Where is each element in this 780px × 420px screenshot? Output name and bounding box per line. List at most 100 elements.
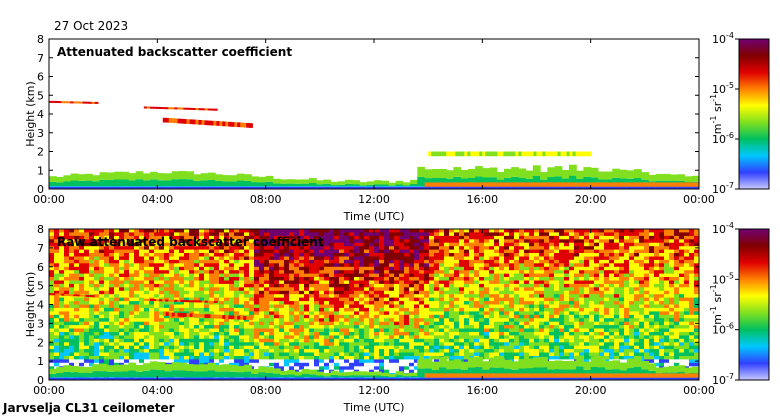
noise-cell <box>49 297 55 302</box>
noise-cell <box>489 314 495 319</box>
noise-cell <box>534 290 540 295</box>
noise-cell <box>299 349 305 354</box>
noise-cell <box>449 290 455 295</box>
noise-cell <box>294 263 300 268</box>
noise-cell <box>59 232 65 237</box>
noise-cell <box>419 256 425 261</box>
noise-cell <box>344 273 350 278</box>
noise-cell <box>544 321 550 326</box>
aerosol-cell <box>345 184 353 187</box>
elevated-layer-cell <box>207 108 212 111</box>
noise-cell <box>239 270 245 275</box>
noise-cell <box>159 256 165 261</box>
noise-cell <box>419 259 425 264</box>
noise-cell <box>64 283 70 288</box>
noise-cell <box>319 290 325 295</box>
noise-cell <box>529 352 535 357</box>
noise-cell <box>509 328 515 333</box>
noise-cell <box>354 273 360 278</box>
noise-cell <box>439 259 445 264</box>
noise-cell <box>299 266 305 271</box>
noise-cell <box>409 242 415 247</box>
noise-cell <box>344 338 350 343</box>
noise-cell <box>339 366 345 371</box>
noise-cell <box>89 273 95 278</box>
noise-cell <box>224 301 230 306</box>
noise-cell <box>409 349 415 354</box>
noise-cell <box>274 338 280 343</box>
ground-cell <box>417 186 426 189</box>
aerosol-cell <box>561 182 570 188</box>
noise-cell <box>99 356 105 360</box>
noise-cell <box>324 259 330 264</box>
noise-cell <box>189 352 195 357</box>
noise-cell <box>254 304 260 309</box>
ground-cell <box>229 186 238 189</box>
noise-cell <box>334 345 340 350</box>
noise-cell <box>239 239 245 244</box>
noise-cell <box>364 338 370 343</box>
noise-cell <box>129 263 135 268</box>
noise-cell <box>529 314 535 319</box>
noise-cell <box>149 259 155 264</box>
noise-cell <box>509 280 515 285</box>
noise-cell <box>459 287 465 292</box>
noise-cell <box>409 290 415 295</box>
noise-cell <box>534 287 540 292</box>
noise-cell <box>369 332 375 336</box>
noise-cell <box>334 321 340 326</box>
noise-cell <box>454 235 460 240</box>
noise-cell <box>419 246 425 251</box>
noise-cell <box>349 283 355 288</box>
noise-cell <box>99 297 105 302</box>
noise-cell <box>294 335 300 340</box>
noise-cell <box>539 301 545 306</box>
noise-cell <box>269 259 275 264</box>
noise-cell <box>259 311 265 316</box>
noise-cell <box>429 338 435 343</box>
noise-cell <box>64 266 70 271</box>
noise-cell <box>284 366 290 371</box>
noise-cell <box>344 349 350 354</box>
noise-cell <box>484 280 490 285</box>
noise-cell <box>359 356 365 360</box>
low-cloud-cell <box>506 151 511 157</box>
aerosol-cell <box>395 180 404 185</box>
noise-cell <box>319 349 325 354</box>
noise-cell <box>119 356 125 360</box>
ground-cell <box>63 186 72 189</box>
noise-cell <box>229 342 235 347</box>
aerosol-cell <box>417 166 426 177</box>
noise-cell <box>374 318 380 323</box>
noise-cell <box>134 249 140 254</box>
aerosol-cell <box>106 179 115 187</box>
noise-cell <box>514 321 520 326</box>
noise-cell <box>129 311 135 316</box>
noise-cell <box>339 297 345 302</box>
noise-cell <box>189 294 195 299</box>
noise-cell <box>469 242 475 247</box>
noise-cell <box>79 304 85 309</box>
noise-cell <box>439 287 445 292</box>
noise-cell <box>114 352 120 357</box>
noise-cell <box>439 232 445 237</box>
noise-cell <box>64 342 70 347</box>
aerosol-cell <box>655 182 664 188</box>
noise-cell <box>94 352 100 357</box>
noise-cell <box>54 342 60 347</box>
noise-cell <box>249 242 255 247</box>
noise-cell <box>519 232 525 237</box>
noise-cell <box>254 232 260 237</box>
noise-cell <box>264 277 270 281</box>
noise-cell <box>459 259 465 264</box>
noise-cell <box>409 359 415 364</box>
noise-cell <box>414 263 420 268</box>
noise-cell <box>94 328 100 333</box>
noise-cell <box>264 232 270 237</box>
noise-cell <box>389 338 395 343</box>
noise-cell <box>384 359 390 364</box>
noise-cell <box>299 294 305 299</box>
noise-cell <box>489 342 495 347</box>
ground-cell <box>619 186 628 189</box>
noise-cell <box>169 253 175 257</box>
